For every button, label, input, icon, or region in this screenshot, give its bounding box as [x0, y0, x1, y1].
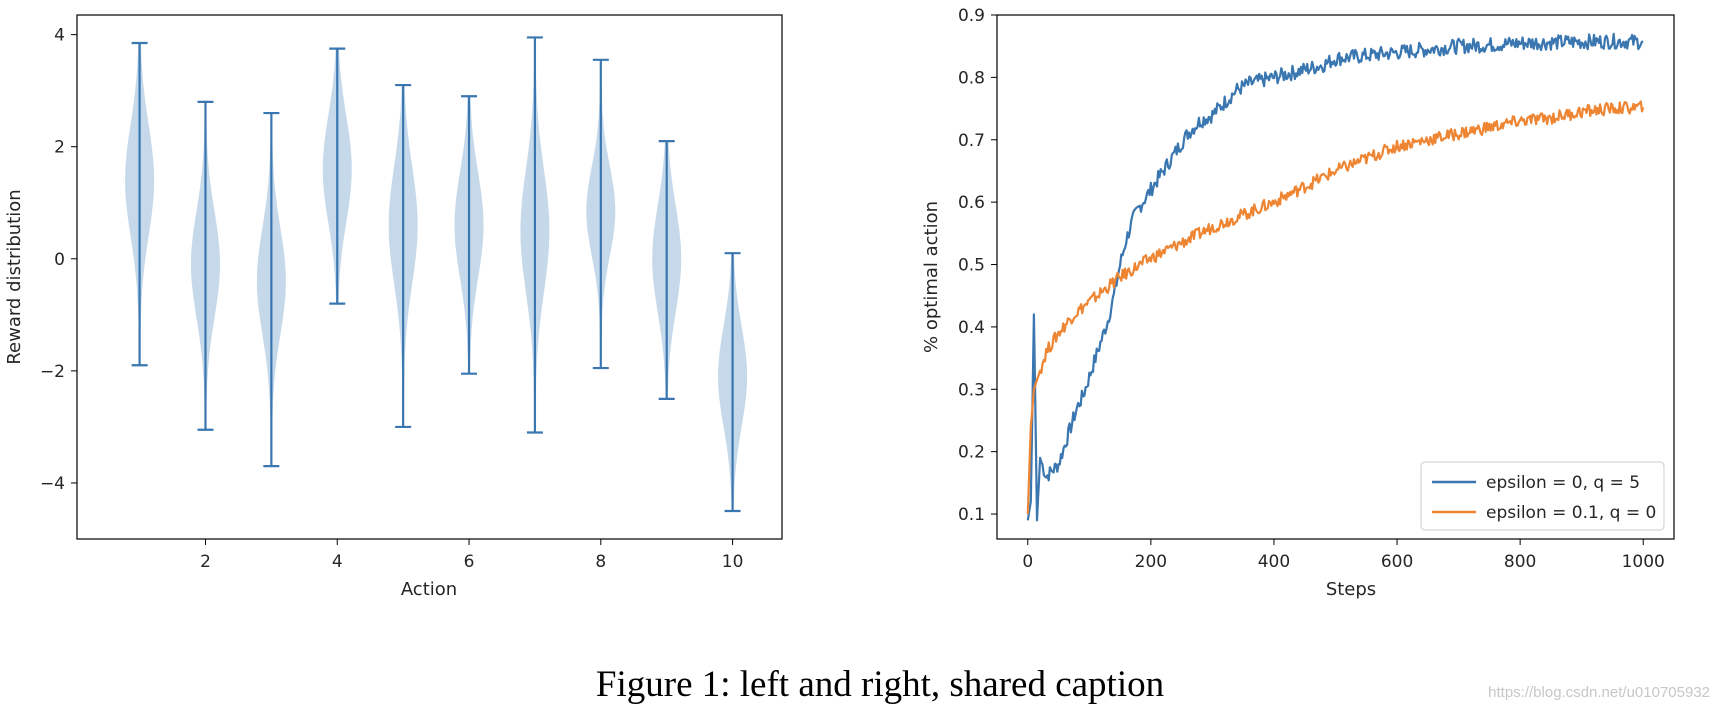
line-y-tick-label: 0.1 — [958, 505, 985, 525]
line-y-tick-label: 0.4 — [958, 318, 985, 338]
line-y-tick-label: 0.8 — [958, 68, 985, 88]
line-y-tick-label: 0.6 — [958, 193, 985, 213]
violin-x-tick-label: 8 — [595, 552, 606, 572]
legend-box — [1420, 461, 1665, 531]
line-x-tick-label: 1000 — [1622, 552, 1665, 572]
line-y-axis-label: % optimal action — [921, 201, 942, 353]
legend-label-series-1: epsilon = 0, q = 5 — [1486, 473, 1640, 493]
legend: epsilon = 0, q = 5 epsilon = 0.1, q = 0 — [1420, 461, 1665, 531]
violin-y-ticks: −4 −2 0 2 4 — [40, 26, 77, 494]
violin-y-tick-label: 2 — [54, 138, 65, 158]
violin-chart: 2 4 6 8 10 −4 −2 0 2 4 Action Reward distributio… — [4, 14, 783, 600]
violin-y-tick-label: −4 — [40, 474, 65, 494]
line-series-2 — [1026, 100, 1645, 515]
violin-x-tick-label: 4 — [332, 552, 343, 572]
line-y-tick-label: 0.9 — [958, 6, 985, 26]
violin-x-ticks: 2 4 6 8 10 — [200, 539, 743, 572]
watermark: https://blog.csdn.net/u010705932 — [1488, 684, 1710, 701]
legend-label-series-2: epsilon = 0.1, q = 0 — [1486, 503, 1656, 523]
line-x-axis-label: Steps — [1326, 579, 1376, 600]
violin-y-tick-label: 0 — [54, 250, 65, 270]
line-chart: 0 200 400 600 800 1000 0.10.20.30.40.50.60.70… — [921, 6, 1675, 600]
line-x-ticks: 0 200 400 600 800 1000 — [1022, 539, 1665, 572]
violin-whiskers — [131, 36, 741, 513]
violin-y-tick-label: −2 — [40, 362, 65, 382]
line-x-tick-label: 0 — [1022, 552, 1033, 572]
violin-x-axis-label: Action — [401, 579, 457, 600]
line-y-ticks: 0.1 0.2 0.3 0.4 0.5 0.6 0.7 0.8 0.9 — [958, 6, 997, 525]
violin-y-tick-label: 4 — [54, 26, 65, 46]
line-x-tick-label: 800 — [1504, 552, 1536, 572]
violin-x-tick-label: 6 — [464, 552, 475, 572]
line-y-tick-label: 0.2 — [958, 443, 985, 463]
line-x-tick-label: 600 — [1381, 552, 1413, 572]
violin-x-tick-label: 2 — [200, 552, 211, 572]
line-series-1 — [1026, 32, 1644, 522]
line-y-tick-label: 0.3 — [958, 380, 985, 400]
line-plot-frame — [996, 14, 1675, 540]
line-x-tick-label: 200 — [1135, 552, 1167, 572]
line-series-group — [1026, 32, 1645, 522]
violin-y-axis-label: Reward distribution — [4, 189, 25, 364]
line-y-tick-label: 0.7 — [958, 131, 985, 151]
line-x-tick-label: 400 — [1258, 552, 1290, 572]
figure-caption: Figure 1: left and right, shared caption — [596, 664, 1164, 705]
violin-x-tick-label: 10 — [722, 552, 744, 572]
line-y-tick-label: 0.5 — [958, 256, 985, 276]
